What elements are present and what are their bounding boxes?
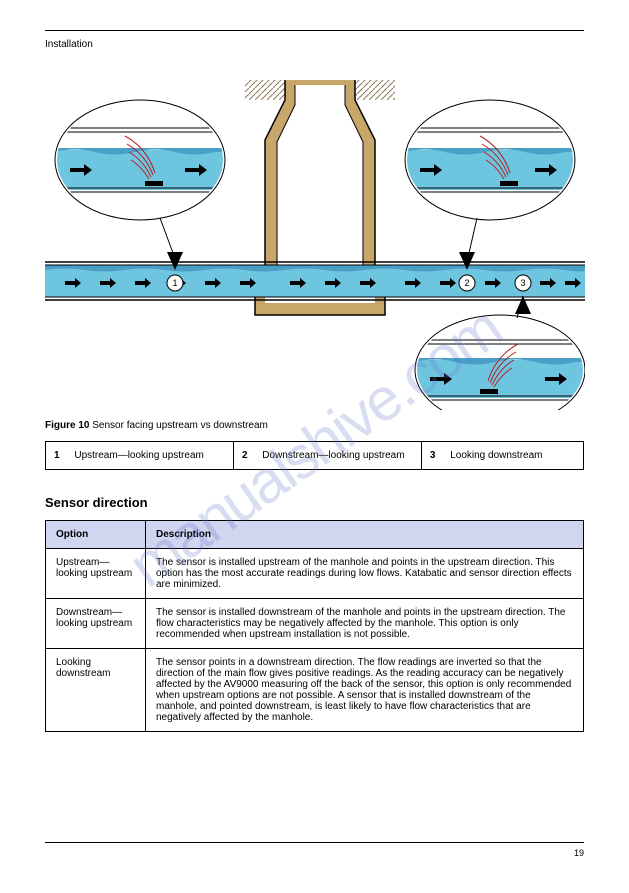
- callout-2: [405, 100, 575, 253]
- sensor-diagram: 1 2 3: [45, 70, 585, 410]
- callout-3: [415, 296, 585, 410]
- svg-text:3: 3: [520, 278, 525, 288]
- svg-text:2: 2: [464, 278, 469, 288]
- subheading: Sensor direction: [45, 495, 584, 510]
- table-row: Downstream—looking upstream The sensor i…: [46, 599, 584, 649]
- legend-row: 1 Upstream—looking upstream 2 Downstream…: [45, 441, 584, 470]
- config-table: Option Description Upstream—looking upst…: [45, 520, 584, 732]
- page-footer: 19: [45, 842, 584, 858]
- table-row: Upstream—looking upstream The sensor is …: [46, 549, 584, 599]
- callout-1: [55, 100, 225, 253]
- table-row: Looking downstream The sensor points in …: [46, 649, 584, 732]
- svg-text:1: 1: [172, 278, 177, 288]
- section-header: Installation: [45, 39, 584, 50]
- th-option: Option: [46, 521, 146, 549]
- figure-caption: Figure 10 Sensor facing upstream vs down…: [45, 420, 584, 431]
- th-description: Description: [146, 521, 584, 549]
